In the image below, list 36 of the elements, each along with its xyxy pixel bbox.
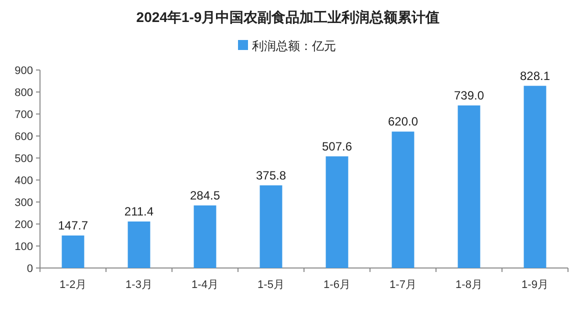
bar bbox=[458, 105, 480, 268]
y-tick-label: 200 bbox=[14, 219, 33, 231]
bar bbox=[194, 205, 216, 268]
bar bbox=[326, 156, 348, 268]
x-tick-label: 1-7月 bbox=[390, 279, 416, 291]
x-tick-label: 1-3月 bbox=[126, 279, 152, 291]
text: 147.7 bbox=[58, 218, 88, 233]
y-tick-label: 300 bbox=[14, 197, 33, 209]
y-tick-label: 100 bbox=[14, 241, 33, 253]
bar bbox=[62, 236, 84, 268]
y-tick-label: 500 bbox=[14, 153, 33, 165]
bar bbox=[392, 132, 414, 268]
text: 507.6 bbox=[322, 139, 352, 154]
x-tick-label: 1-5月 bbox=[258, 279, 284, 291]
bar bbox=[128, 221, 150, 268]
bar bbox=[260, 185, 282, 268]
x-tick-label: 1-6月 bbox=[324, 279, 350, 291]
y-tick-label: 900 bbox=[14, 65, 33, 77]
x-tick-label: 1-9月 bbox=[522, 279, 548, 291]
y-tick-label: 800 bbox=[14, 87, 33, 99]
y-tick-label: 400 bbox=[14, 175, 33, 187]
legend-label: 利润总额：亿元 bbox=[252, 39, 336, 53]
y-tick-label: 0 bbox=[26, 263, 33, 275]
text: 739.0 bbox=[454, 88, 484, 102]
chart-title: 2024年1-9月中国农副食品加工业利润总额累计值 bbox=[136, 9, 440, 25]
y-tick-label: 600 bbox=[14, 131, 33, 143]
bar bbox=[524, 86, 546, 268]
text: 620.0 bbox=[388, 114, 418, 129]
x-tick-label: 1-4月 bbox=[192, 279, 218, 291]
text: 211.4 bbox=[124, 204, 154, 218]
text: 375.8 bbox=[256, 168, 286, 182]
y-tick-label: 700 bbox=[14, 109, 33, 121]
x-tick-label: 1-2月 bbox=[60, 279, 86, 291]
x-tick-label: 1-8月 bbox=[456, 279, 482, 291]
text: 828.1 bbox=[520, 68, 550, 83]
text: 284.5 bbox=[190, 188, 220, 202]
